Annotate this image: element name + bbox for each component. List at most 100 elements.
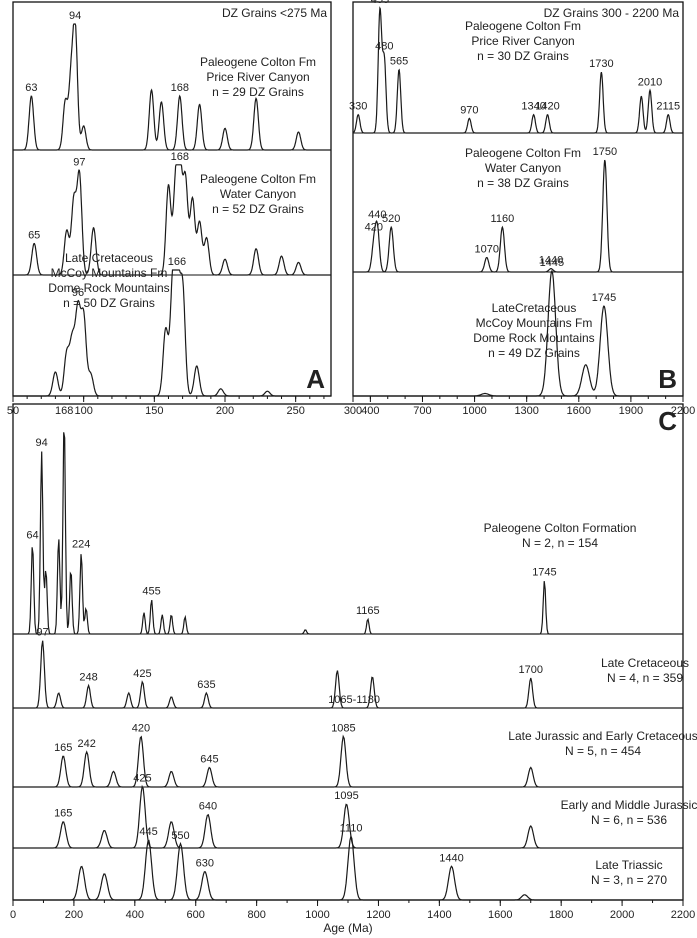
sample-label-line: N = 3, n = 270 bbox=[591, 873, 667, 887]
peak-label: 65 bbox=[28, 230, 40, 242]
tick-label: 2000 bbox=[610, 909, 634, 921]
density-curve bbox=[13, 164, 331, 276]
peak-label: 1700 bbox=[518, 664, 542, 676]
sample-label-line: Paleogene Colton Formation bbox=[484, 521, 637, 535]
peak-label: 248 bbox=[79, 672, 97, 684]
tick-label: 200 bbox=[65, 909, 83, 921]
density-curve bbox=[13, 269, 331, 397]
tick-label: 1000 bbox=[462, 405, 486, 417]
peak-label: 1085 bbox=[331, 722, 355, 734]
density-curve bbox=[13, 432, 683, 635]
peak-label: 1160 bbox=[491, 213, 515, 225]
density-curve bbox=[13, 640, 683, 709]
peak-label: 97 bbox=[73, 157, 85, 169]
peak-label: 1440 bbox=[439, 852, 463, 864]
peak-label: 166 bbox=[168, 256, 186, 268]
peak-label: 97 bbox=[36, 627, 48, 639]
panel-title: DZ Grains <275 Ma bbox=[222, 6, 327, 20]
panel-letter: C bbox=[658, 406, 677, 436]
panel-letter: A bbox=[306, 364, 325, 394]
panel-letter: B bbox=[658, 364, 677, 394]
panel-frame bbox=[12, 1, 332, 397]
tick-label: 150 bbox=[145, 405, 163, 417]
tick-label: 250 bbox=[286, 405, 304, 417]
sample-label-line: Paleogene Colton Fm bbox=[200, 55, 316, 69]
sample-label-line: Dome Rock Mountains bbox=[473, 331, 594, 345]
peak-label: 640 bbox=[199, 801, 217, 813]
sample-label-line: Paleogene Colton Fm bbox=[465, 146, 581, 160]
peak-label: 242 bbox=[78, 738, 96, 750]
sample-label-line: Late Cretaceous bbox=[601, 656, 689, 670]
peak-label: 455 bbox=[142, 586, 160, 598]
density-curve bbox=[352, 6, 683, 134]
sample-label-line: n = 30 DZ Grains bbox=[477, 49, 569, 63]
peak-label: 455 bbox=[371, 0, 389, 6]
panel-b: DZ Grains 300 - 2200 Ma B 300 400 700 1000 130… bbox=[344, 0, 695, 417]
peak-label: 224 bbox=[72, 538, 90, 550]
sample-label-line: n = 29 DZ Grains bbox=[212, 85, 304, 99]
tick-label: 1000 bbox=[305, 909, 329, 921]
density-curve bbox=[13, 784, 683, 849]
peak-label: 168 bbox=[55, 405, 73, 417]
peak-label: 1730 bbox=[589, 58, 613, 70]
peak-label: 630 bbox=[196, 858, 214, 870]
sample-label-line: Paleogene Colton Fm bbox=[200, 172, 316, 186]
peak-label: 425 bbox=[133, 668, 151, 680]
tick-label: 300 bbox=[344, 405, 362, 417]
tick-label: 400 bbox=[126, 909, 144, 921]
peak-label: 520 bbox=[382, 213, 400, 225]
density-curve bbox=[13, 734, 683, 788]
tick-label: 200 bbox=[216, 405, 234, 417]
peak-label: 165 bbox=[54, 808, 72, 820]
sample-label-line: Late Cretaceous bbox=[65, 251, 153, 265]
peak-label: 63 bbox=[25, 82, 37, 94]
panel-title: DZ Grains 300 - 2200 Ma bbox=[544, 6, 680, 20]
sample-label-line: N = 5, n = 454 bbox=[565, 744, 641, 758]
density-curve bbox=[13, 23, 331, 151]
peak-label: 1745 bbox=[592, 292, 616, 304]
tick-label: 1400 bbox=[427, 909, 451, 921]
peak-label: 970 bbox=[460, 104, 478, 116]
tick-label: 100 bbox=[74, 405, 92, 417]
peak-label: 550 bbox=[171, 830, 189, 842]
peak-label: 425 bbox=[133, 772, 151, 784]
peak-label: 420 bbox=[132, 722, 150, 734]
peak-label: 440 bbox=[368, 209, 386, 221]
sample-label-line: McCoy Mountains Fm bbox=[51, 266, 168, 280]
peak-label: 565 bbox=[390, 56, 408, 68]
peak-label: 94 bbox=[69, 10, 81, 22]
sample-label-line: Early and Middle Jurassic bbox=[561, 798, 697, 812]
peak-label: 1065-1180 bbox=[328, 694, 380, 706]
x-axis-label: Age (Ma) bbox=[323, 921, 372, 935]
sample-label-line: Late Jurassic and Early Cretaceous bbox=[508, 729, 697, 743]
peak-label: 1110 bbox=[340, 822, 363, 834]
sample-label-line: Dome Rock Mountains bbox=[48, 281, 169, 295]
peak-label: 420 bbox=[365, 222, 383, 234]
peak-label: 1340 bbox=[521, 101, 545, 113]
peak-label: 168 bbox=[171, 151, 189, 163]
sample-label-line: Late Triassic bbox=[595, 858, 662, 872]
peak-label: 480 bbox=[375, 40, 393, 52]
tick-label: 400 bbox=[361, 405, 379, 417]
peak-label: 64 bbox=[26, 530, 38, 542]
tick-label: 1900 bbox=[619, 405, 643, 417]
peak-label: 165 bbox=[54, 742, 72, 754]
sample-label-line: Price River Canyon bbox=[471, 34, 574, 48]
tick-label: 800 bbox=[247, 909, 265, 921]
sample-label-line: n = 52 DZ Grains bbox=[212, 202, 304, 216]
tick-label: 0 bbox=[10, 909, 16, 921]
peak-label: 2010 bbox=[638, 76, 662, 88]
density-curve bbox=[353, 159, 683, 273]
peak-label: 645 bbox=[200, 754, 218, 766]
peak-label: 445 bbox=[139, 826, 157, 838]
sample-label-line: Water Canyon bbox=[220, 187, 296, 201]
peak-label: 168 bbox=[171, 82, 189, 94]
peak-label: 2115 bbox=[656, 101, 680, 113]
peak-label: 1750 bbox=[593, 146, 617, 158]
sample-label-line: Water Canyon bbox=[485, 161, 561, 175]
sample-label-line: Paleogene Colton Fm bbox=[465, 19, 581, 33]
peak-label: 330 bbox=[349, 101, 367, 113]
peak-label: 1445 bbox=[540, 257, 564, 269]
